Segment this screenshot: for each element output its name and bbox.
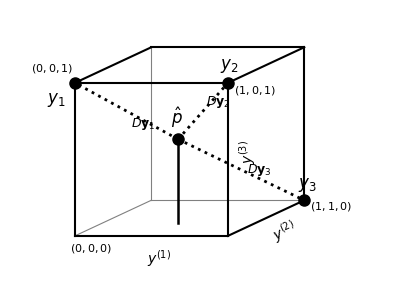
Text: $y^{(2)}$: $y^{(2)}$ — [269, 217, 300, 246]
Text: $y_2$: $y_2$ — [220, 57, 239, 75]
Text: $y^{(3)}$: $y^{(3)}$ — [237, 140, 258, 164]
Text: $(0,0,0)$: $(0,0,0)$ — [70, 242, 113, 255]
Text: $(1,0,1)$: $(1,0,1)$ — [234, 84, 276, 97]
Text: $y^{(1)}$: $y^{(1)}$ — [147, 248, 171, 269]
Text: $(1,1,0)$: $(1,1,0)$ — [310, 200, 353, 213]
Text: $\hat{p}$: $\hat{p}$ — [171, 106, 182, 130]
Text: $D\mathbf{y}_2$: $D\mathbf{y}_2$ — [206, 94, 231, 110]
Text: $(0,0,1)$: $(0,0,1)$ — [31, 62, 74, 75]
Text: $y_3$: $y_3$ — [298, 176, 317, 194]
Text: $D\mathbf{y}_3$: $D\mathbf{y}_3$ — [247, 162, 272, 178]
Text: $y_1$: $y_1$ — [47, 91, 66, 108]
Text: $D\mathbf{y}_1$: $D\mathbf{y}_1$ — [131, 116, 156, 132]
